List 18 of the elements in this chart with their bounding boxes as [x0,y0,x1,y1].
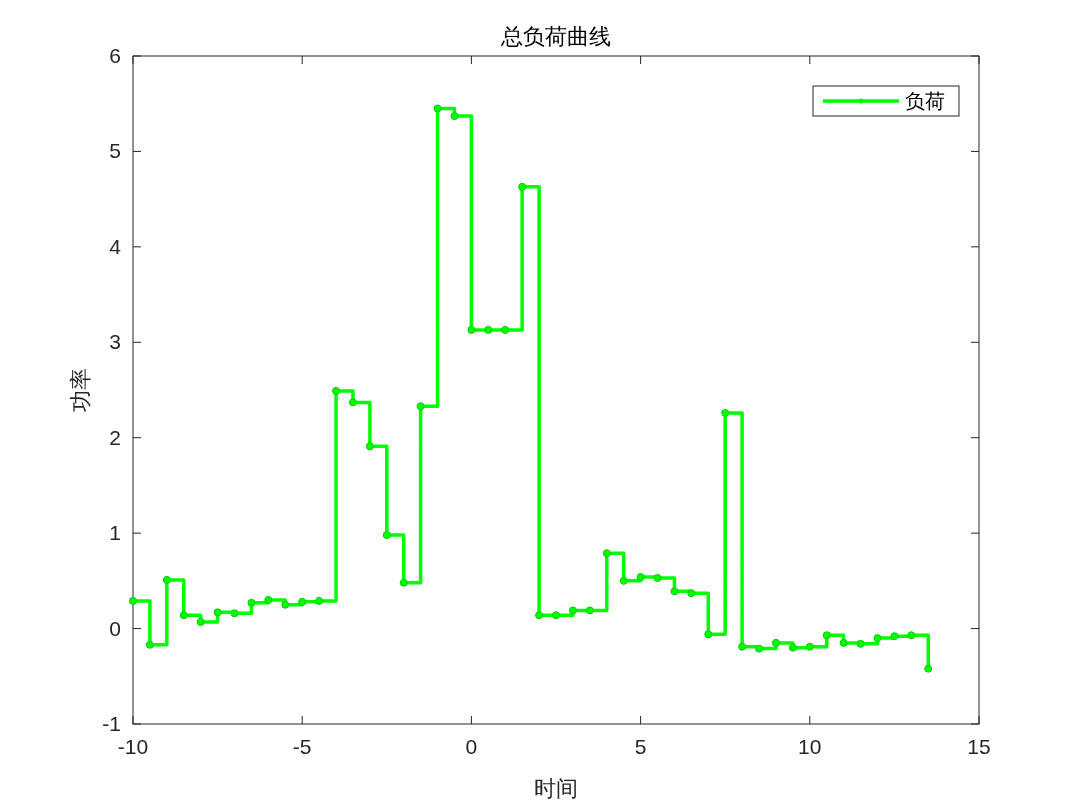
ytick: -1 [102,712,121,735]
ytick: 4 [109,234,121,258]
ytick: 0 [109,616,121,640]
xtick: -5 [292,735,312,758]
legend-label: 负荷 [905,90,945,112]
ytick: 3 [109,330,121,354]
xtick: -10 [117,735,149,758]
xlabel: 时间 [534,776,578,801]
ytick: 2 [109,425,121,449]
ytick: 1 [109,521,121,545]
xtick: 0 [465,735,478,758]
ytick: 6 [109,44,121,67]
ytick: 5 [109,139,121,163]
xtick: 5 [634,735,647,758]
xtick: 15 [967,735,991,758]
title: 总负荷曲线 [501,24,611,49]
ylabel: 功率 [68,368,93,412]
xtick: 10 [798,735,822,758]
